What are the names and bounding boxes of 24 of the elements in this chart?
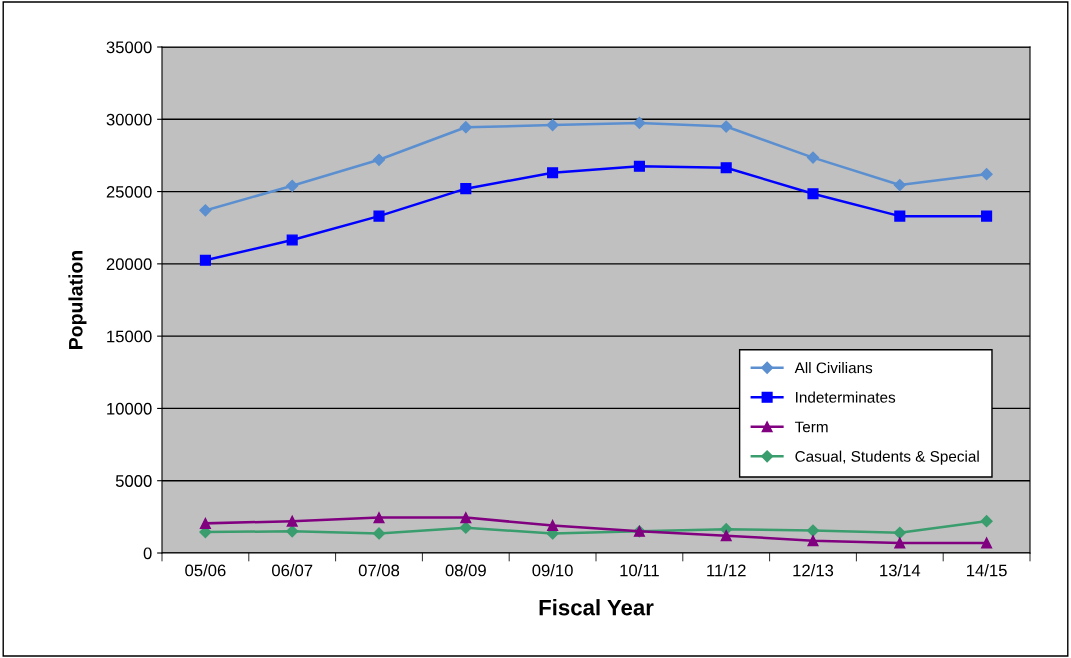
x-tick-label: 12/13: [793, 564, 834, 577]
y-tick-label: 0: [143, 547, 152, 560]
x-tick-label: 11/12: [707, 564, 746, 577]
x-axis-title: Fiscal Year: [539, 599, 654, 616]
x-tick-label: 05/06: [185, 564, 226, 577]
y-tick-label: 15000: [107, 330, 152, 343]
x-tick-label: 09/10: [532, 564, 573, 577]
y-tick-label: 35000: [106, 41, 152, 54]
y-axis-title: Population: [68, 250, 87, 349]
legend-label: Casual, Students & Special: [795, 450, 979, 465]
x-tick-label: 13/14: [880, 564, 921, 577]
y-tick-label: 30000: [106, 113, 152, 126]
y-tick-label: 20000: [106, 258, 152, 271]
legend-label: Term: [794, 421, 828, 433]
legend-label: Indeterminates: [796, 391, 896, 403]
x-tick-label: 07/08: [358, 564, 400, 577]
x-tick-label: 14/15: [967, 564, 1007, 577]
x-tick-label: 10/11: [620, 564, 659, 577]
legend-label: All Civilians: [794, 362, 873, 374]
y-tick-label: 10000: [107, 402, 152, 415]
y-tick-label: 5000: [115, 475, 152, 487]
y-tick-label: 25000: [106, 185, 152, 198]
x-tick-label: 06/07: [272, 564, 313, 577]
x-tick-label: 08/09: [445, 564, 486, 577]
